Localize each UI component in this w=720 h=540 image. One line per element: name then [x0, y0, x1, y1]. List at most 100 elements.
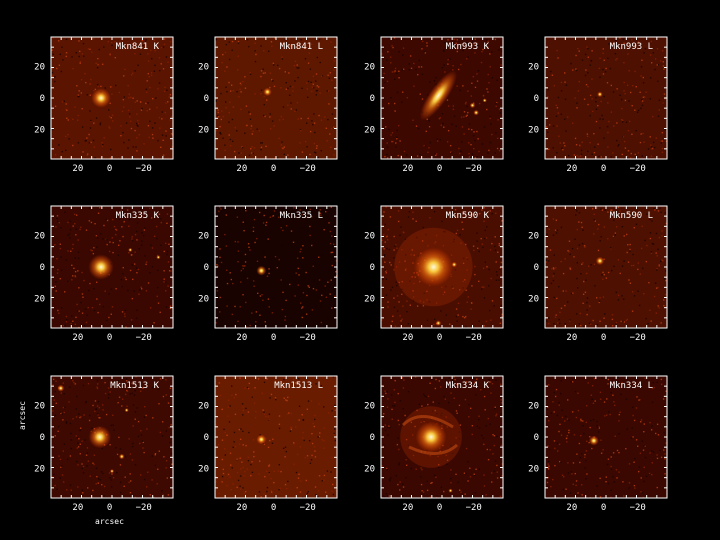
x-tick-label: −20 — [466, 333, 482, 343]
y-tick-label: 20 — [528, 465, 539, 475]
x-tick-label: −20 — [630, 503, 646, 513]
x-tick-label: −20 — [300, 333, 316, 343]
point-source — [482, 98, 487, 103]
x-tick-label: 0 — [601, 503, 606, 513]
point-source — [415, 421, 447, 453]
y-tick-label: 20 — [34, 231, 45, 241]
panel-mkn841-l: Mkn841 L 20 0 −20 20 0 20 — [180, 32, 342, 184]
y-tick-label: 0 — [40, 433, 45, 443]
panel-plot: Mkn841 L 20 0 −20 20 0 20 — [198, 36, 338, 174]
y-tick-label: 20 — [34, 465, 45, 475]
x-tick-label: 0 — [107, 164, 112, 174]
panel-title: Mkn1513 K — [110, 381, 159, 391]
y-tick-label: 20 — [364, 401, 375, 411]
x-axis-label: arcsec — [95, 517, 124, 526]
panel-mkn993-l: Mkn993 L 20 0 −20 20 0 20 — [510, 32, 672, 184]
x-tick-label: 0 — [107, 333, 112, 343]
image-area — [381, 37, 503, 159]
image-area — [51, 376, 173, 498]
panel-plot: Mkn1513 L 20 0 −20 20 0 20 — [198, 375, 338, 513]
x-tick-label: 0 — [107, 503, 112, 513]
y-tick-label: 0 — [370, 433, 375, 443]
y-tick-label: 20 — [364, 62, 375, 72]
point-source — [128, 247, 133, 253]
image-area — [215, 206, 337, 328]
panel-mkn1513-k: Mkn1513 K 20 0 −20 20 0 20 — [16, 371, 178, 523]
x-tick-label: 20 — [402, 164, 413, 174]
point-source — [256, 434, 267, 445]
y-tick-label: 20 — [198, 231, 209, 241]
panel-title: Mkn590 L — [610, 211, 653, 221]
point-source — [57, 384, 65, 392]
panel-mkn993-k: Mkn993 K 20 0 −20 20 0 20 — [346, 32, 508, 184]
panel-plot: Mkn334 L 20 0 −20 20 0 20 — [528, 375, 668, 513]
panel-title: Mkn841 K — [116, 42, 160, 52]
image-area — [381, 206, 503, 328]
panel-plot: Mkn590 K 20 0 −20 20 0 20 — [364, 205, 504, 343]
image-area — [545, 37, 667, 159]
x-tick-label: −20 — [300, 503, 316, 513]
panel-title: Mkn1513 L — [274, 381, 323, 391]
y-tick-label: 0 — [370, 263, 375, 273]
point-source — [448, 488, 453, 493]
x-tick-label: −20 — [300, 164, 316, 174]
x-tick-label: 20 — [72, 164, 83, 174]
panel-title: Mkn590 K — [446, 211, 490, 221]
point-source — [451, 261, 457, 268]
galaxy-source — [419, 70, 458, 121]
y-tick-label: 20 — [198, 126, 209, 136]
x-tick-label: 0 — [271, 503, 276, 513]
image-area — [51, 206, 173, 328]
point-source — [597, 91, 603, 98]
x-tick-label: 20 — [566, 333, 577, 343]
panel-mkn335-l: Mkn335 L 20 0 −20 20 0 20 — [180, 201, 342, 353]
x-tick-label: 20 — [402, 333, 413, 343]
point-source — [263, 87, 272, 97]
x-tick-label: 20 — [236, 164, 247, 174]
y-tick-label: 20 — [364, 126, 375, 136]
y-tick-label: 20 — [198, 401, 209, 411]
panel-plot: Mkn993 K 20 0 −20 20 0 20 — [364, 36, 504, 174]
panel-title: Mkn335 L — [280, 211, 323, 221]
y-tick-label: 20 — [198, 295, 209, 305]
y-tick-label: 20 — [34, 295, 45, 305]
x-tick-label: −20 — [466, 503, 482, 513]
y-tick-label: 20 — [34, 401, 45, 411]
x-tick-label: 0 — [437, 503, 442, 513]
panel-title: Mkn993 K — [446, 42, 490, 52]
panel-mkn335-k: Mkn335 K 20 0 −20 20 0 20 — [16, 201, 178, 353]
panel-plot: Mkn334 K 20 0 −20 20 0 20 — [364, 375, 504, 513]
point-source — [413, 247, 454, 287]
panel-plot: Mkn841 K 20 0 −20 20 0 20 — [34, 36, 174, 174]
y-tick-label: 0 — [204, 433, 209, 443]
y-tick-label: 0 — [204, 94, 209, 104]
image-area — [51, 37, 173, 159]
x-tick-label: 0 — [271, 164, 276, 174]
point-source — [469, 102, 476, 109]
y-tick-label: 20 — [364, 465, 375, 475]
panel-mkn334-l: Mkn334 L 20 0 −20 20 0 20 — [510, 371, 672, 523]
x-tick-label: −20 — [136, 164, 152, 174]
y-tick-label: 0 — [534, 433, 539, 443]
point-source — [118, 453, 125, 460]
y-tick-label: 20 — [528, 62, 539, 72]
point-source — [256, 265, 267, 276]
y-tick-label: 20 — [34, 126, 45, 136]
panel-mkn1513-l: Mkn1513 L 20 0 −20 20 0 20 — [180, 371, 342, 523]
x-tick-label: 0 — [271, 333, 276, 343]
panel-mkn334-k: Mkn334 K 20 0 −20 20 0 20 — [346, 371, 508, 523]
y-tick-label: 20 — [198, 62, 209, 72]
y-tick-label: 20 — [364, 295, 375, 305]
y-tick-label: 20 — [364, 231, 375, 241]
point-source — [88, 425, 112, 449]
x-tick-label: 0 — [601, 333, 606, 343]
image-area — [545, 206, 667, 328]
x-tick-label: 0 — [437, 164, 442, 174]
x-tick-label: 20 — [402, 503, 413, 513]
point-source — [473, 109, 479, 116]
x-tick-label: 20 — [72, 333, 83, 343]
point-source — [124, 408, 129, 413]
image-area — [215, 376, 337, 498]
x-tick-label: 20 — [72, 503, 83, 513]
x-tick-label: −20 — [136, 333, 152, 343]
